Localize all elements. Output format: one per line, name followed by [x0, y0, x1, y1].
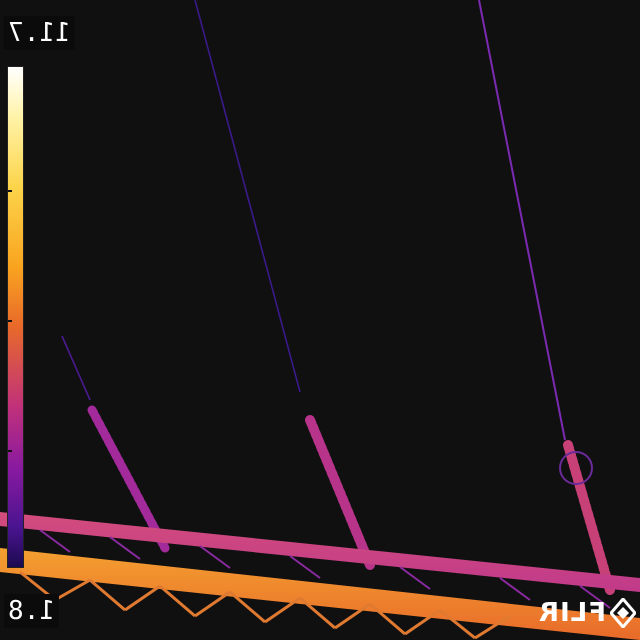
flir-logo: FLIR — [538, 598, 636, 628]
flir-diamond-icon — [610, 598, 636, 628]
scale-tick — [8, 320, 12, 322]
flir-wordmark: FLIR — [538, 598, 606, 628]
min-temperature-readout: 1.8 — [4, 594, 59, 628]
max-temperature-readout: 11.7 — [4, 16, 75, 50]
scale-tick — [8, 190, 12, 192]
color-scale-bar — [7, 66, 24, 568]
scale-tick — [8, 450, 12, 452]
